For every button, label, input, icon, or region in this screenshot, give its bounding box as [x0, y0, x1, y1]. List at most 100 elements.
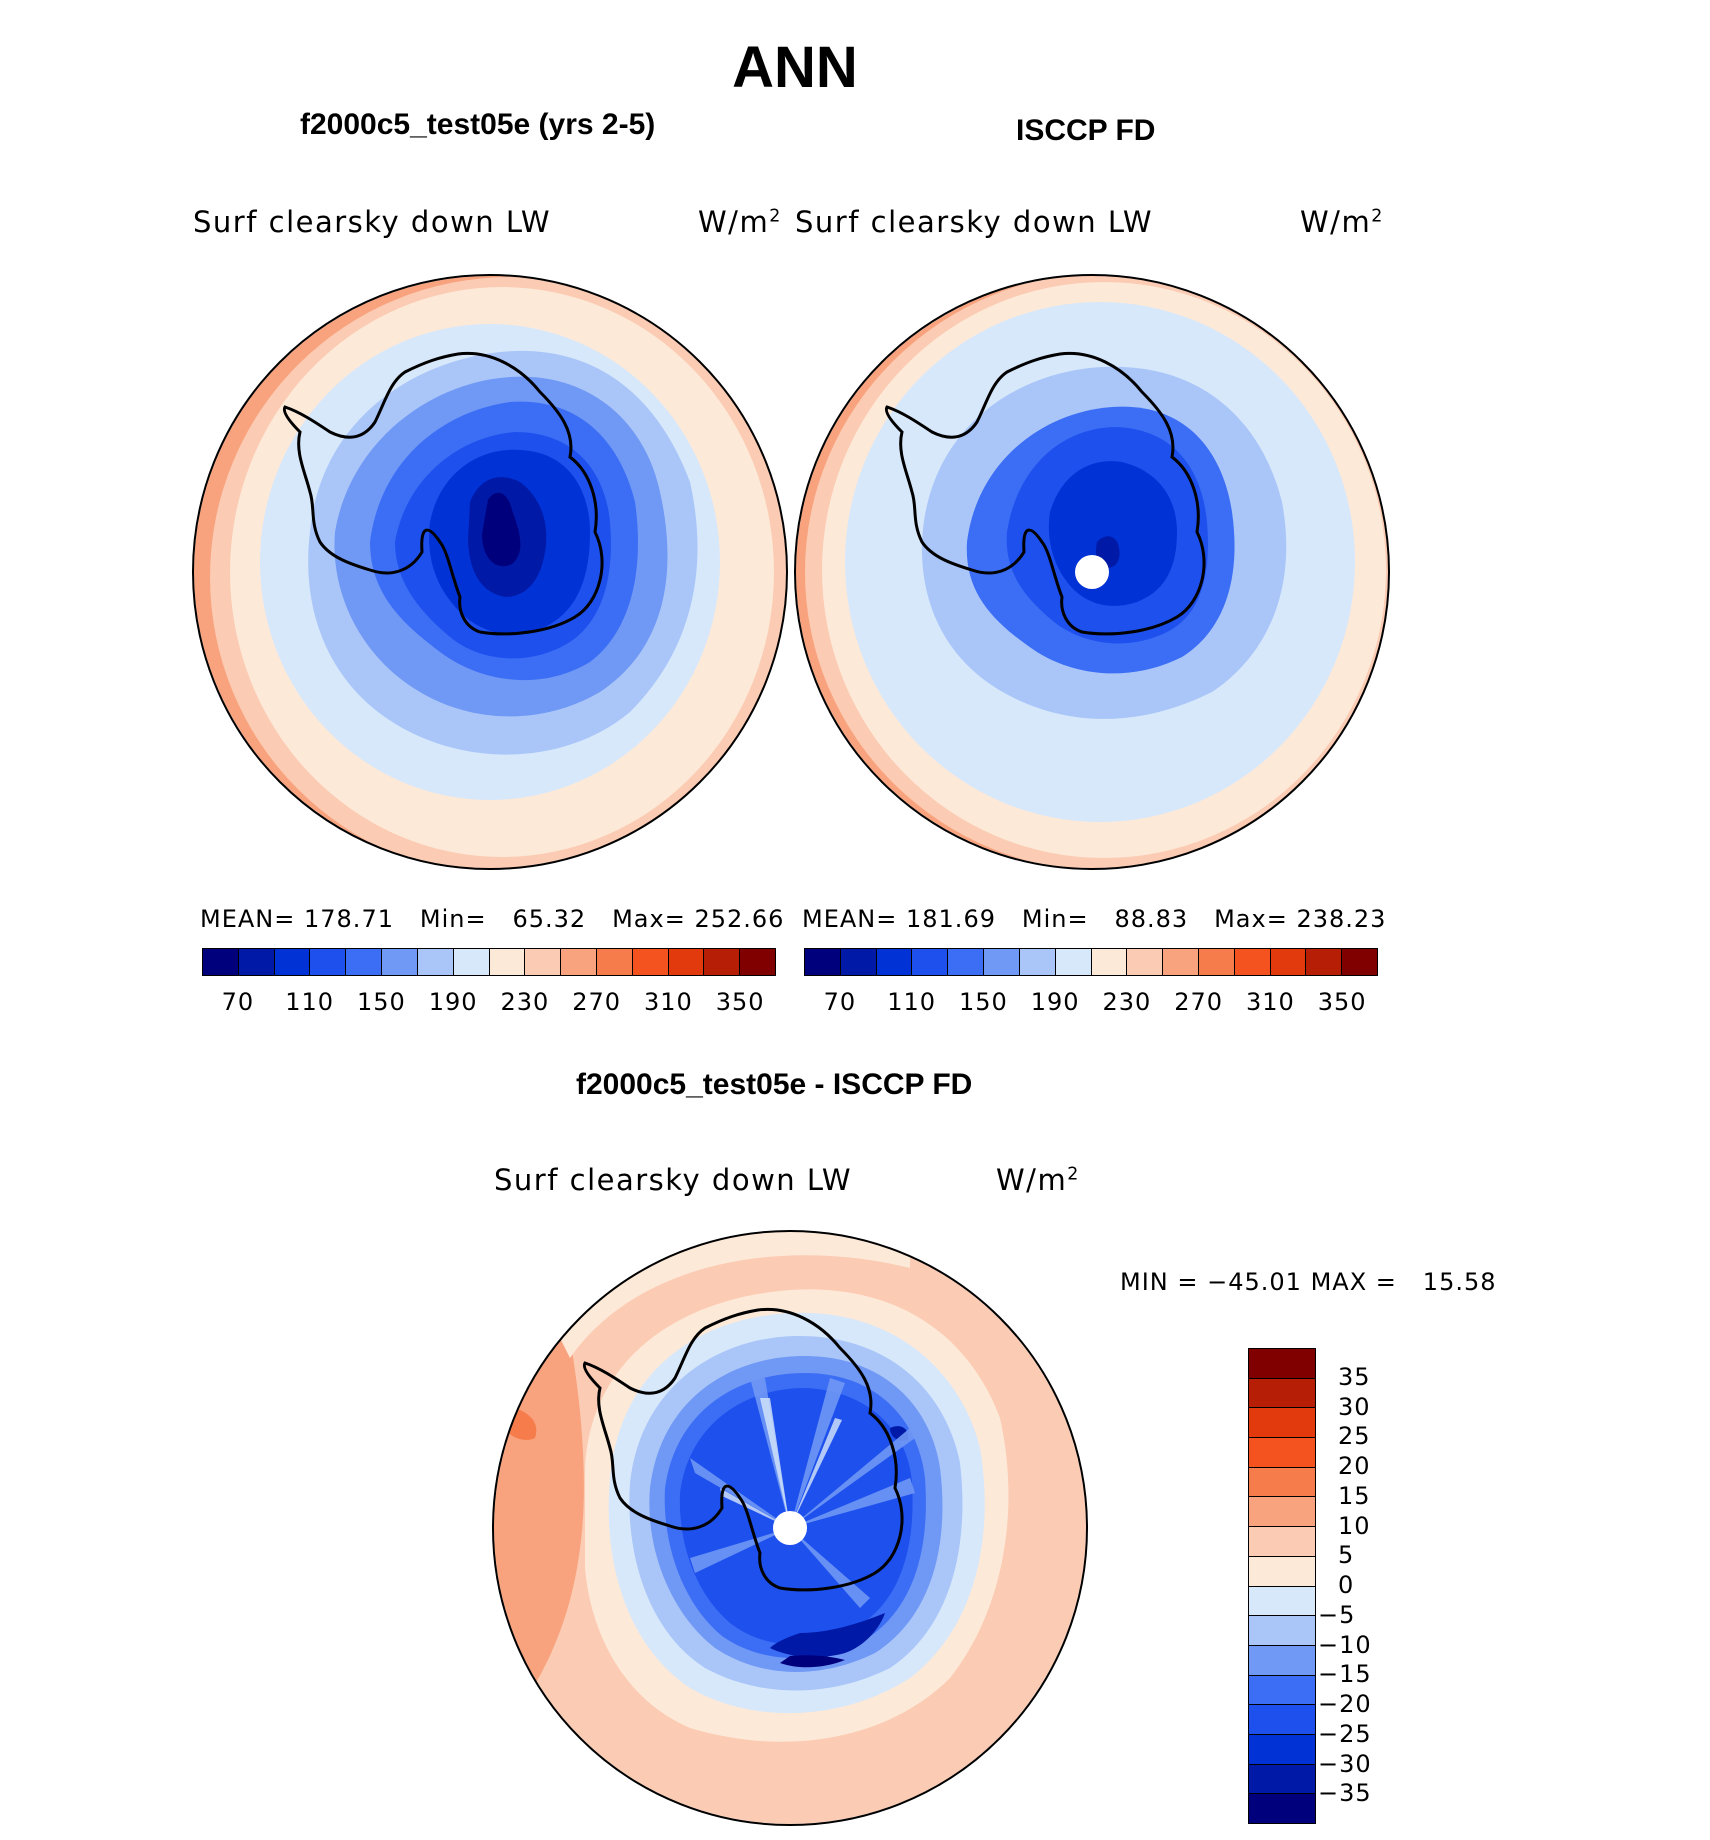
polar-map-obs — [794, 274, 1390, 870]
colorbar-tick-label: 150 — [958, 988, 1008, 1016]
colorbar-tick-label: 0 — [1338, 1571, 1355, 1599]
colorbar-tick-label: −10 — [1318, 1630, 1372, 1659]
colorbar-swatch — [1249, 1675, 1315, 1706]
colorbar-tick-label: 310 — [1245, 988, 1295, 1016]
colorbar-swatch — [1249, 1438, 1315, 1468]
map-border-obs — [794, 274, 1390, 870]
colorbar-ticks-obs: 70 110 150 190 230 270 310 350 — [804, 988, 1378, 1018]
colorbar-ticks-model: 70 110 150 190 230 270 310 350 — [202, 988, 776, 1018]
colorbar-swatch — [1249, 1794, 1315, 1823]
colorbar-swatch — [489, 949, 526, 975]
units-label-obs: W/m2 — [1300, 205, 1384, 239]
colorbar-swatch — [1127, 949, 1164, 975]
colorbar-swatch — [346, 949, 383, 975]
colorbar-swatch — [525, 949, 562, 975]
colorbar-swatch — [668, 949, 705, 975]
polar-map-model — [192, 274, 788, 870]
colorbar-tick-label: 350 — [1317, 988, 1367, 1016]
panel-title-model: f2000c5_test05e (yrs 2-5) — [300, 108, 656, 141]
colorbar-swatch — [382, 949, 418, 975]
colorbar-swatch — [1198, 949, 1235, 975]
colorbar-swatch — [203, 949, 239, 975]
colorbar-tick-label: 310 — [643, 988, 693, 1016]
colorbar-diff — [1248, 1348, 1316, 1824]
colorbar-tick-label: 70 — [221, 988, 255, 1016]
colorbar-ticks-diff: 35 30 25 20 15 10 5 0 −5 −10 −15 −20 −25 −30 −35 — [1318, 1348, 1410, 1824]
colorbar-tick-label: 15 — [1338, 1481, 1371, 1510]
panel-title-obs: ISCCP FD — [1016, 114, 1156, 147]
colorbar-swatch — [1306, 949, 1343, 975]
colorbar-tick-label: 190 — [1030, 988, 1080, 1016]
colorbar-swatch — [704, 949, 741, 975]
units-label-diff: W/m2 — [996, 1163, 1080, 1197]
colorbar-swatch — [912, 949, 949, 975]
map-border-model — [192, 274, 788, 870]
colorbar-swatch — [417, 949, 454, 975]
colorbar-swatch — [561, 949, 597, 975]
colorbar-swatch — [1249, 1378, 1315, 1409]
colorbar-swatch — [805, 949, 841, 975]
colorbar-swatch — [453, 949, 490, 975]
colorbar-tick-label: −30 — [1318, 1749, 1372, 1778]
colorbar-swatch — [1249, 1645, 1315, 1676]
colorbar-swatch — [1019, 949, 1056, 975]
contour-field-model — [194, 276, 786, 868]
colorbar-swatch — [1249, 1586, 1315, 1617]
colorbar-swatch — [1249, 1527, 1315, 1557]
antarctica-coastline-diff — [582, 1307, 904, 1592]
colorbar-tick-label: −35 — [1318, 1779, 1372, 1808]
colorbar-swatch — [948, 949, 985, 975]
variable-label-obs: Surf clearsky down LW — [795, 205, 1154, 239]
colorbar-swatch — [238, 949, 275, 975]
units-label-model: W/m2 — [698, 205, 782, 239]
colorbar-swatch — [310, 949, 347, 975]
colorbar-swatch — [1055, 949, 1092, 975]
colorbar-swatch — [1249, 1764, 1315, 1795]
colorbar-swatch — [840, 949, 877, 975]
colorbar-swatch — [274, 949, 311, 975]
map-border-diff — [492, 1230, 1088, 1826]
colorbar-swatch — [1249, 1705, 1315, 1735]
pole-missing-data-diff — [773, 1511, 807, 1545]
colorbar-tick-label: 20 — [1338, 1452, 1371, 1480]
colorbar-swatch — [876, 949, 913, 975]
colorbar-model — [202, 948, 776, 976]
colorbar-tick-label: −25 — [1318, 1719, 1372, 1748]
colorbar-tick-label: 270 — [1174, 988, 1224, 1016]
contour-field-obs — [796, 276, 1388, 868]
colorbar-tick-label: 110 — [887, 988, 937, 1016]
antarctica-coastline-obs — [884, 351, 1206, 636]
antarctica-coastline-model — [282, 351, 604, 636]
colorbar-tick-label: 350 — [715, 988, 765, 1016]
colorbar-swatch — [1249, 1734, 1315, 1765]
stats-model: MEAN= 178.71 Min= 65.32 Max= 252.66 — [200, 905, 785, 933]
pole-missing-data-obs — [1075, 555, 1109, 589]
stats-obs: MEAN= 181.69 Min= 88.83 Max= 238.23 — [802, 905, 1387, 933]
stats-diff: MIN = −45.01 MAX = 15.58 — [1120, 1268, 1497, 1296]
colorbar-tick-label: 25 — [1338, 1422, 1371, 1451]
colorbar-tick-label: 190 — [428, 988, 478, 1016]
colorbar-tick-label: 30 — [1338, 1392, 1371, 1421]
colorbar-swatch — [1270, 949, 1307, 975]
colorbar-swatch — [1249, 1467, 1315, 1498]
colorbar-tick-label: 10 — [1338, 1511, 1371, 1540]
colorbar-tick-label: 270 — [572, 988, 622, 1016]
colorbar-tick-label: 150 — [356, 988, 406, 1016]
colorbar-swatch — [1234, 949, 1271, 975]
colorbar-swatch — [1249, 1616, 1315, 1646]
variable-label-diff: Surf clearsky down LW — [494, 1163, 853, 1197]
colorbar-swatch — [1249, 1556, 1315, 1587]
colorbar-tick-label: 110 — [285, 988, 335, 1016]
colorbar-tick-label: −20 — [1318, 1690, 1372, 1718]
variable-label-model: Surf clearsky down LW — [193, 205, 552, 239]
polar-map-diff — [492, 1230, 1088, 1826]
colorbar-swatch — [740, 949, 775, 975]
colorbar-tick-label: −5 — [1318, 1600, 1356, 1629]
colorbar-tick-label: 70 — [823, 988, 857, 1016]
colorbar-swatch — [1091, 949, 1128, 975]
colorbar-tick-label: 35 — [1338, 1362, 1371, 1391]
colorbar-tick-label: 5 — [1338, 1541, 1355, 1570]
colorbar-tick-label: −15 — [1318, 1660, 1372, 1689]
colorbar-obs — [804, 948, 1378, 976]
colorbar-swatch — [1342, 949, 1377, 975]
